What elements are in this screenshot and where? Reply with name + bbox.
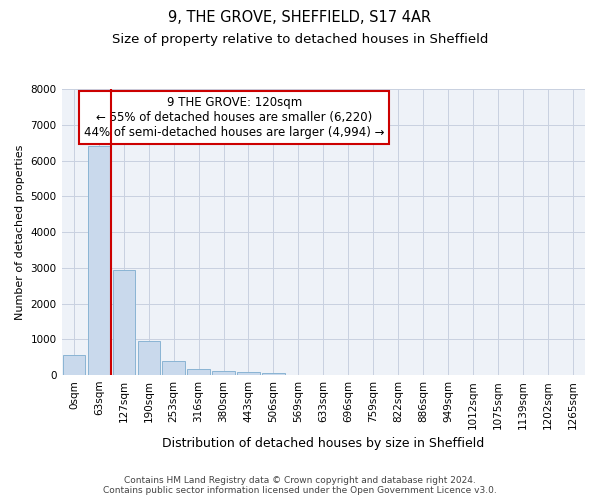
Bar xyxy=(137,341,160,375)
Bar xyxy=(212,372,235,375)
Y-axis label: Number of detached properties: Number of detached properties xyxy=(15,144,25,320)
Bar xyxy=(262,374,284,375)
Text: Size of property relative to detached houses in Sheffield: Size of property relative to detached ho… xyxy=(112,32,488,46)
Text: 9, THE GROVE, SHEFFIELD, S17 4AR: 9, THE GROVE, SHEFFIELD, S17 4AR xyxy=(169,10,431,25)
Text: 9 THE GROVE: 120sqm
← 55% of detached houses are smaller (6,220)
44% of semi-det: 9 THE GROVE: 120sqm ← 55% of detached ho… xyxy=(84,96,385,139)
Bar xyxy=(63,356,85,375)
Bar xyxy=(113,270,135,375)
Bar xyxy=(187,369,210,375)
Bar xyxy=(237,372,260,375)
Bar xyxy=(88,146,110,375)
Bar xyxy=(163,362,185,375)
X-axis label: Distribution of detached houses by size in Sheffield: Distribution of detached houses by size … xyxy=(162,437,484,450)
Text: Contains HM Land Registry data © Crown copyright and database right 2024.
Contai: Contains HM Land Registry data © Crown c… xyxy=(103,476,497,495)
